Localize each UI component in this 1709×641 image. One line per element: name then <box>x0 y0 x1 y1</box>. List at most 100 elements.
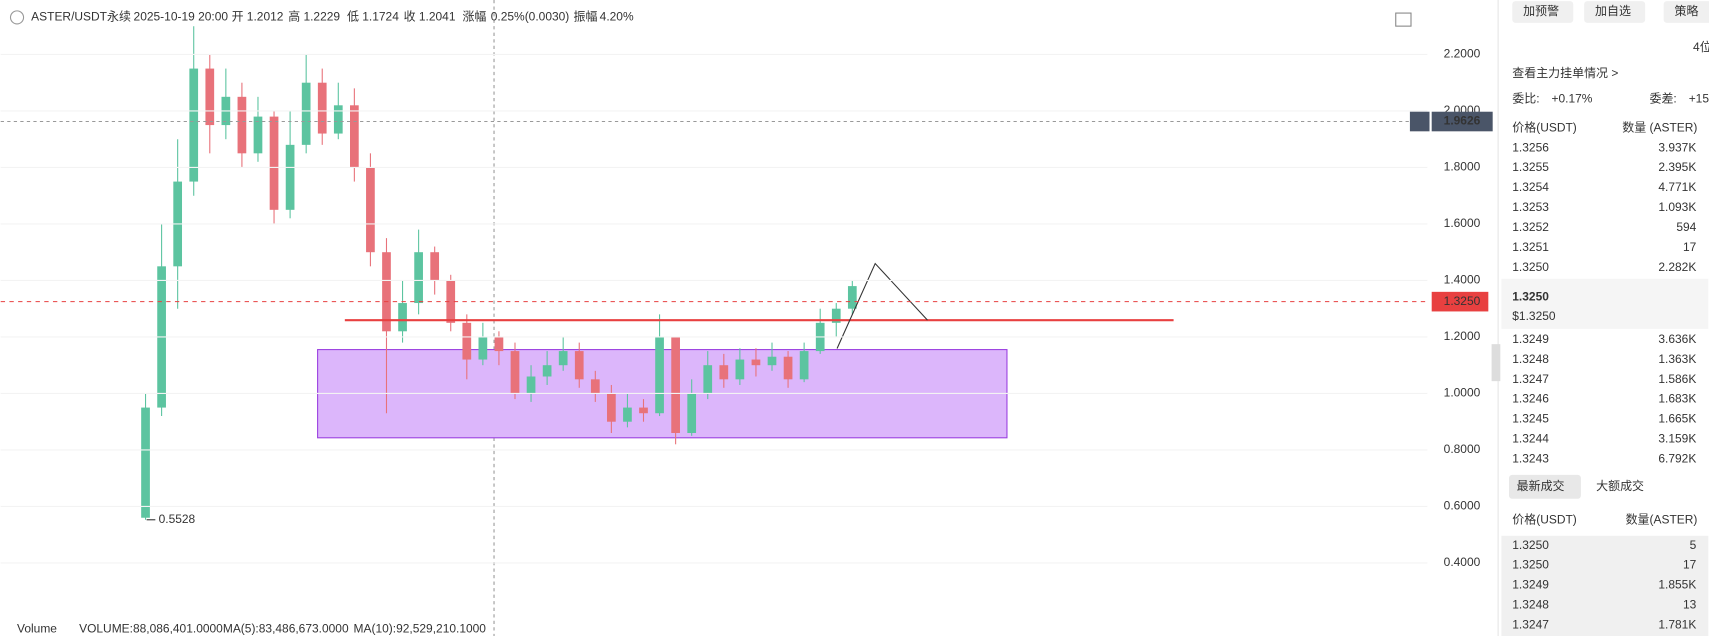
candle-body <box>189 68 199 182</box>
field-label: 涨幅 <box>462 9 486 24</box>
candle-body <box>526 376 536 394</box>
price: 1.3246 <box>1512 392 1549 406</box>
candle-body <box>687 393 697 433</box>
field-label: 振幅 <box>574 9 598 24</box>
trade-quantity: 5 <box>1690 538 1697 552</box>
ratio: +0.17% <box>1551 91 1592 105</box>
fullscreen-icon[interactable] <box>1395 12 1412 27</box>
button-bg[interactable] <box>1584 1 1646 23</box>
candle-body <box>382 252 391 332</box>
button[interactable]: 加预警 <box>1523 3 1559 18</box>
candle-body <box>655 336 664 414</box>
crosshair-plus-bg[interactable] <box>1409 111 1430 132</box>
y-tick-label: 0.8000 <box>1444 442 1481 456</box>
candle-body <box>350 105 359 168</box>
candle-body <box>205 68 215 126</box>
price: 1.3249 <box>1512 332 1549 346</box>
field-value: 1.2229 <box>303 10 340 24</box>
panel-handle[interactable] <box>1491 344 1501 382</box>
depth-link[interactable]: 查看主力挂单情况 > <box>1512 66 1618 80</box>
trade-quantity: 1.781K <box>1658 617 1696 631</box>
quantity: 2.395K <box>1658 160 1696 174</box>
quantity: 1.093K <box>1658 200 1696 214</box>
candle-body <box>847 286 857 309</box>
last-price-bg <box>1431 291 1489 312</box>
trade-quantity: 17 <box>1683 558 1697 572</box>
mid-price: 1.3250 <box>1512 289 1549 303</box>
quantity: 4.771K <box>1658 180 1696 194</box>
quantity: 594 <box>1676 220 1696 234</box>
field-label: 高 <box>288 9 300 24</box>
book-header: 价格(USDT) <box>1512 120 1577 135</box>
candle-body <box>735 359 745 380</box>
candle-body <box>703 365 713 394</box>
price: 1.3254 <box>1512 180 1549 194</box>
y-tick-label: 1.6000 <box>1444 216 1481 230</box>
y-tick-label: 1.8000 <box>1444 160 1481 174</box>
symbol: ASTER/USDT永续 <box>31 10 131 24</box>
candle-body <box>478 336 488 360</box>
quantity: 6.792K <box>1658 452 1696 466</box>
y-tick-label: 1.0000 <box>1444 386 1481 400</box>
price: 1.3248 <box>1512 352 1549 366</box>
tab-active-bg <box>1509 474 1581 499</box>
trade-price: 1.3247 <box>1512 617 1549 631</box>
volume-value: VOLUME:88,086,401.0000 <box>79 622 223 636</box>
price: 1.3250 <box>1512 260 1549 274</box>
button-bg[interactable] <box>1663 1 1709 23</box>
quantity: 2.282K <box>1658 260 1696 274</box>
trade-quantity: 1.855K <box>1658 578 1696 592</box>
y-tick-label: 2.2000 <box>1444 47 1481 61</box>
quantity: 3.937K <box>1658 140 1696 154</box>
tab[interactable]: 大额成交 <box>1596 478 1644 493</box>
price: 1.3245 <box>1512 412 1549 426</box>
button[interactable]: 加自选 <box>1595 4 1631 18</box>
candle-body <box>446 280 456 323</box>
field-label: 低 <box>347 10 359 24</box>
candle-body <box>799 351 809 380</box>
quantity: 3.636K <box>1658 332 1696 346</box>
tab[interactable]: 最新成交 <box>1517 478 1565 493</box>
ma5: MA(5):83,486,673.0000 <box>223 622 349 636</box>
candle-body <box>141 407 150 518</box>
candle-body <box>831 308 841 323</box>
field-label: 收 <box>404 10 416 24</box>
mid-bg <box>1501 278 1709 329</box>
candle-body <box>639 407 648 414</box>
datetime: 2025-10-19 20:00 <box>134 10 229 24</box>
candle-body <box>269 116 279 210</box>
quantity: 1.665K <box>1658 412 1696 426</box>
candle-body <box>237 96 247 154</box>
price: 1.3256 <box>1512 140 1549 154</box>
candle-body <box>430 252 440 281</box>
quantity: 1.363K <box>1658 352 1696 366</box>
candle-body <box>285 144 295 210</box>
field-value: 0.25%(0.0030) <box>491 10 570 24</box>
candle-body <box>494 336 504 352</box>
y-tick-label: 1.4000 <box>1444 273 1481 287</box>
candle-body <box>510 351 520 394</box>
candle-body <box>590 379 600 394</box>
candle-body <box>767 356 777 366</box>
collapse-icon[interactable] <box>9 10 25 25</box>
volume-name: Volume <box>17 622 57 636</box>
ratio-label: 委比: <box>1512 91 1539 105</box>
diff-label: 委差: <box>1650 91 1677 105</box>
last-price-label: 1.3250 <box>1444 294 1481 308</box>
y-tick-label: 0.6000 <box>1444 499 1481 513</box>
diff: +15 <box>1689 91 1709 105</box>
trade-price: 1.3248 <box>1512 598 1549 612</box>
quantity: 1.683K <box>1658 392 1696 406</box>
quantity: 17 <box>1683 240 1697 254</box>
button[interactable]: 策略 <box>1675 3 1699 18</box>
candle-body <box>671 336 680 433</box>
candle-body <box>317 82 327 134</box>
trade-quantity: 13 <box>1683 598 1697 612</box>
button-bg[interactable] <box>1512 1 1574 23</box>
field-value: 1.2041 <box>419 10 456 24</box>
candle-body <box>253 116 263 154</box>
candle-body <box>574 351 584 380</box>
trades-bg <box>1501 535 1709 636</box>
